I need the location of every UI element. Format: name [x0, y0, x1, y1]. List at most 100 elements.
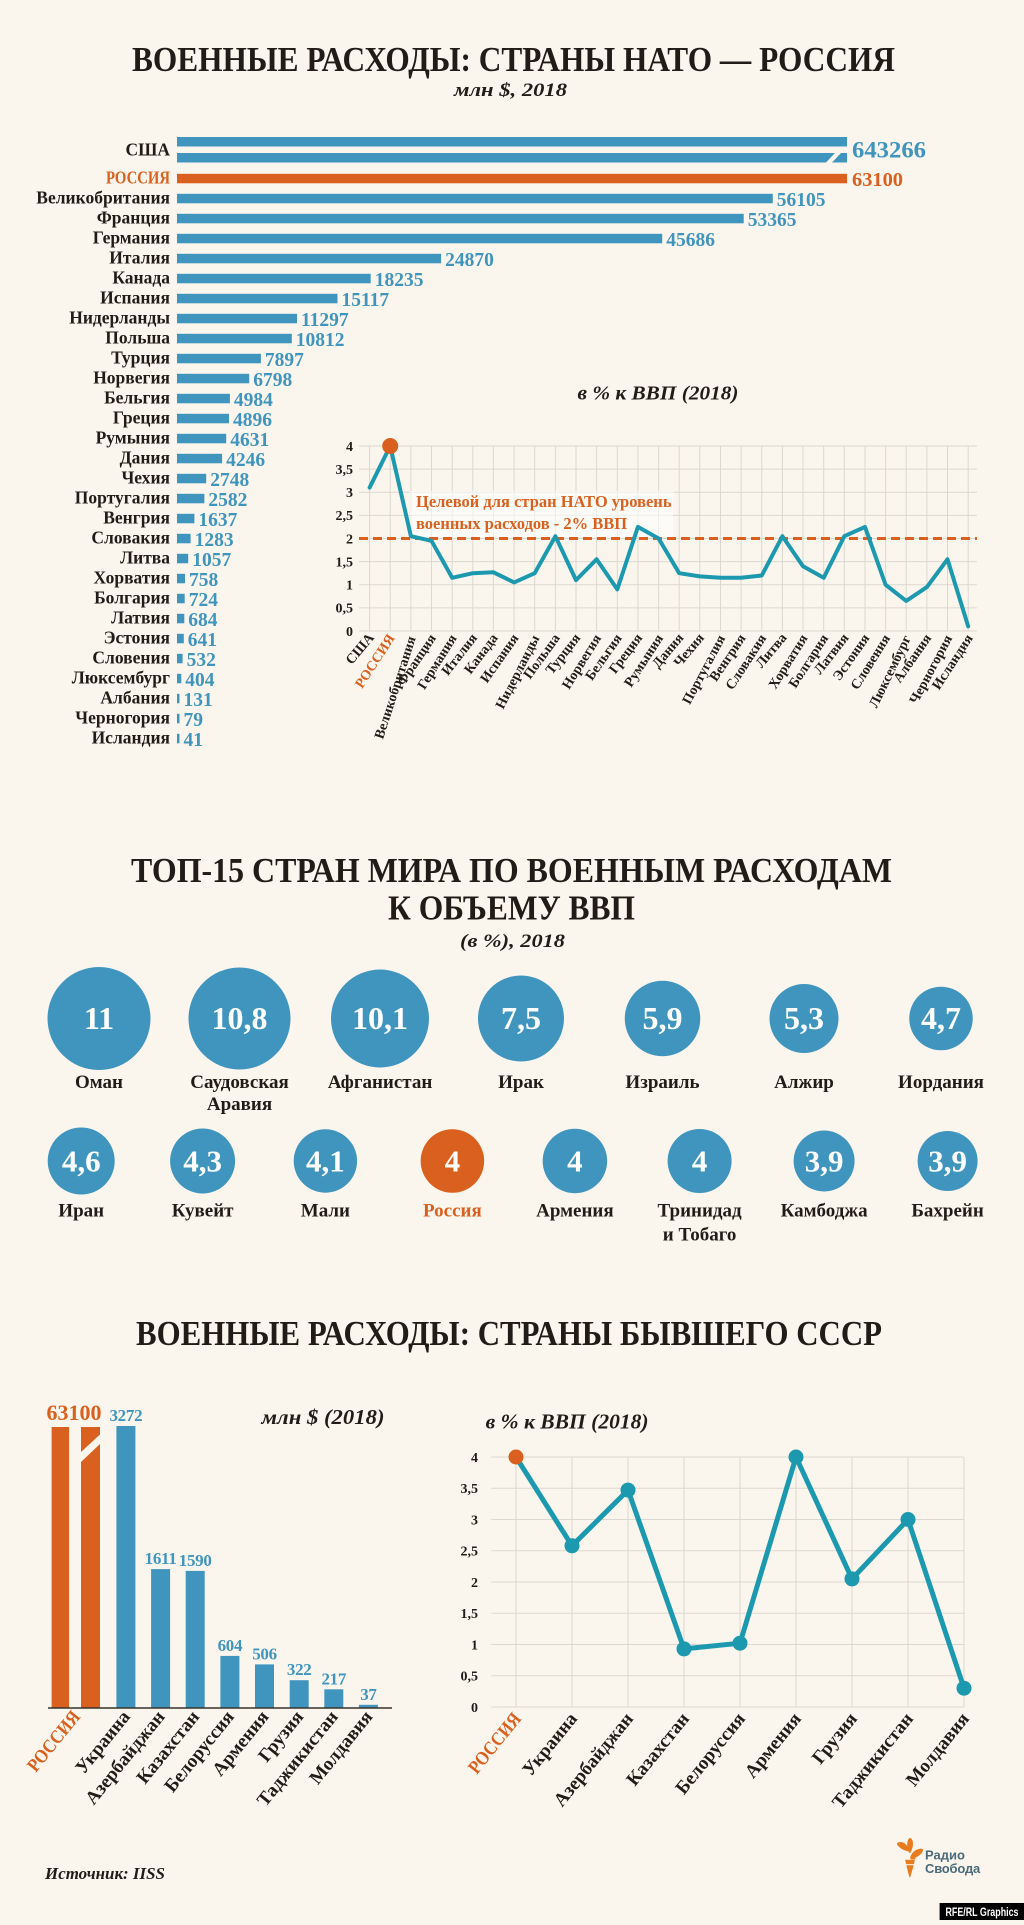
svg-text:643266: 643266 — [852, 138, 926, 164]
svg-text:4631: 4631 — [230, 430, 269, 451]
svg-text:3,9: 3,9 — [805, 1144, 844, 1179]
svg-text:10,8: 10,8 — [212, 1000, 268, 1036]
svg-text:Хорватия: Хорватия — [94, 568, 170, 588]
svg-text:758: 758 — [189, 570, 219, 591]
svg-text:4246: 4246 — [226, 450, 265, 471]
svg-text:1637: 1637 — [198, 510, 237, 531]
svg-text:Армения: Армения — [536, 1201, 614, 1222]
svg-text:0,5: 0,5 — [336, 602, 354, 617]
svg-text:Камбоджа: Камбоджа — [781, 1201, 869, 1222]
svg-text:2748: 2748 — [210, 470, 249, 491]
svg-text:3,5: 3,5 — [461, 1482, 479, 1497]
svg-text:РОССИЯ: РОССИЯ — [464, 1709, 526, 1778]
svg-text:Дания: Дания — [120, 448, 170, 468]
svg-text:Радио: Радио — [925, 1847, 965, 1862]
svg-text:5,3: 5,3 — [784, 1000, 824, 1036]
svg-text:Литва: Литва — [120, 548, 170, 568]
svg-text:24870: 24870 — [445, 250, 494, 271]
svg-text:в % к ВВП (2018): в % к ВВП (2018) — [578, 383, 739, 405]
svg-text:Иордания: Иордания — [898, 1072, 984, 1093]
svg-text:Армения: Армения — [741, 1709, 806, 1782]
svg-text:Великобритания: Великобритания — [36, 188, 170, 208]
svg-text:1590: 1590 — [179, 1551, 212, 1570]
svg-text:Грузия: Грузия — [808, 1709, 862, 1769]
svg-text:1: 1 — [346, 579, 353, 594]
svg-text:2,5: 2,5 — [461, 1545, 479, 1560]
svg-text:Болгария: Болгария — [94, 588, 170, 608]
svg-text:Саудовская: Саудовская — [190, 1072, 289, 1093]
svg-text:Источник: IISS: Источник: IISS — [44, 1864, 165, 1883]
svg-text:79: 79 — [184, 710, 204, 731]
svg-text:Греция: Греция — [113, 408, 170, 428]
svg-text:РОССИЯ: РОССИЯ — [106, 168, 170, 188]
svg-text:Черногория: Черногория — [75, 708, 170, 728]
svg-text:ВОЕННЫЕ РАСХОДЫ: СТРАНЫ БЫВШЕГ: ВОЕННЫЕ РАСХОДЫ: СТРАНЫ БЫВШЕГО СССР — [136, 1314, 882, 1353]
svg-text:RFE/RL Graphics: RFE/RL Graphics — [946, 1907, 1019, 1919]
svg-text:41: 41 — [184, 730, 204, 751]
svg-text:322: 322 — [287, 1660, 312, 1679]
svg-text:5,9: 5,9 — [643, 1000, 683, 1036]
svg-text:2,5: 2,5 — [336, 509, 354, 524]
svg-text:11: 11 — [84, 1000, 114, 1036]
svg-text:604: 604 — [218, 1636, 243, 1655]
svg-text:4: 4 — [445, 1144, 461, 1179]
svg-text:7,5: 7,5 — [501, 1000, 541, 1036]
svg-text:Люксембург: Люксембург — [72, 668, 170, 688]
svg-text:2582: 2582 — [208, 490, 247, 511]
svg-text:Испания: Испания — [100, 288, 170, 308]
svg-text:Афганистан: Афганистан — [328, 1072, 433, 1093]
svg-text:Целевой для стран НАТО уровень: Целевой для стран НАТО уровень — [416, 492, 672, 511]
svg-text:Эстония: Эстония — [104, 628, 170, 648]
svg-text:и Тобаго: и Тобаго — [663, 1225, 737, 1246]
svg-text:4,6: 4,6 — [62, 1144, 101, 1179]
svg-text:37: 37 — [360, 1685, 377, 1704]
svg-text:Оман: Оман — [75, 1072, 123, 1093]
svg-text:млн $, 2018: млн $, 2018 — [453, 80, 568, 101]
svg-text:Румыния: Румыния — [96, 428, 170, 448]
svg-text:131: 131 — [184, 690, 213, 711]
svg-text:0: 0 — [346, 625, 353, 640]
svg-text:6798: 6798 — [253, 370, 292, 391]
svg-text:45686: 45686 — [666, 230, 715, 251]
svg-text:1283: 1283 — [195, 530, 234, 551]
svg-text:Исландия: Исландия — [92, 728, 170, 748]
svg-text:(в %), 2018: (в %), 2018 — [460, 931, 566, 952]
svg-text:Бельгия: Бельгия — [104, 388, 170, 408]
svg-text:Италия: Италия — [109, 248, 170, 268]
svg-text:Германия: Германия — [93, 228, 170, 248]
svg-text:Мали: Мали — [301, 1201, 350, 1222]
svg-text:Словакия: Словакия — [91, 528, 170, 548]
svg-text:Чехия: Чехия — [121, 468, 170, 488]
svg-text:4,3: 4,3 — [183, 1144, 222, 1179]
svg-text:4896: 4896 — [233, 410, 272, 431]
svg-text:США: США — [126, 140, 171, 160]
svg-text:3,9: 3,9 — [928, 1144, 967, 1179]
svg-text:Израиль: Израиль — [625, 1072, 699, 1093]
svg-text:Нидерланды: Нидерланды — [69, 308, 170, 328]
svg-text:532: 532 — [187, 650, 216, 671]
svg-text:Ирак: Ирак — [498, 1072, 544, 1093]
svg-text:ВОЕННЫЕ РАСХОДЫ: СТРАНЫ НАТО —: ВОЕННЫЕ РАСХОДЫ: СТРАНЫ НАТО — РОССИЯ — [132, 40, 895, 79]
svg-text:Свобода: Свобода — [925, 1861, 981, 1876]
svg-text:Польша: Польша — [105, 328, 170, 348]
svg-text:Турция: Турция — [111, 348, 170, 368]
svg-text:4,7: 4,7 — [921, 1000, 961, 1036]
svg-text:641: 641 — [188, 630, 217, 651]
svg-text:18235: 18235 — [375, 270, 424, 291]
svg-text:Кувейт: Кувейт — [172, 1201, 234, 1222]
svg-text:2: 2 — [471, 1576, 478, 1591]
svg-text:3: 3 — [471, 1513, 478, 1528]
svg-text:Португалия: Португалия — [75, 488, 170, 508]
svg-text:Франция: Франция — [97, 208, 170, 228]
svg-text:10,1: 10,1 — [352, 1000, 408, 1036]
svg-text:1611: 1611 — [145, 1549, 177, 1568]
svg-text:Албания: Албания — [100, 688, 170, 708]
svg-text:0,5: 0,5 — [461, 1670, 479, 1685]
svg-text:11297: 11297 — [301, 310, 349, 331]
svg-text:Венгрия: Венгрия — [103, 508, 170, 528]
svg-text:684: 684 — [188, 610, 218, 631]
svg-text:4: 4 — [692, 1144, 708, 1179]
svg-text:Бахрейн: Бахрейн — [911, 1201, 984, 1222]
svg-text:63100: 63100 — [47, 1400, 102, 1425]
svg-text:4984: 4984 — [234, 390, 273, 411]
